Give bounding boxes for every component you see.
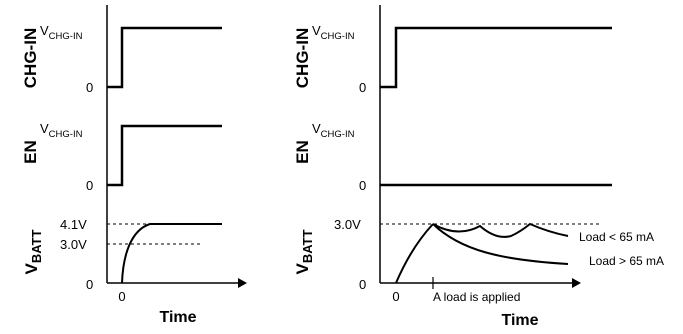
left-vbatt-low-label: 0: [86, 277, 93, 292]
left-x-axis-arrow: [238, 278, 247, 288]
right-vbatt-low-label: 0: [359, 277, 366, 292]
left-en-high-label: VCHG-IN: [40, 121, 83, 140]
right-x-axis-arrow: [572, 278, 581, 288]
right-vbatt-low-load-curve: [432, 222, 569, 238]
left-time-zero-label: 0: [118, 289, 125, 304]
right-time-axis-label: Time: [501, 312, 538, 329]
left-chg-in-waveform: [107, 26, 222, 89]
right-load-applied-label: A load is applied: [433, 290, 520, 304]
left-en-waveform: [107, 124, 222, 187]
left-chg-in-high-label: VCHG-IN: [40, 23, 83, 42]
right-en-low-label: 0: [359, 178, 366, 193]
left-time-axis-label: Time: [159, 309, 196, 326]
right-chg-in-signal-name: CHG-IN: [293, 28, 312, 88]
right-en-signal-name: EN: [293, 140, 312, 164]
right-high-load-label: Load > 65 mA: [589, 254, 664, 268]
right-low-load-label: Load < 65 mA: [579, 230, 654, 244]
left-chg-in-low-label: 0: [86, 80, 93, 95]
left-vbatt-3v0-label: 3.0V: [60, 237, 87, 252]
left-en-low-label: 0: [86, 178, 93, 193]
right-en-high-label: VCHG-IN: [312, 121, 355, 140]
right-vbatt-signal-name: VBATT: [293, 229, 315, 274]
right-vbatt-3v0-label: 3.0V: [334, 217, 361, 232]
right-panel: VCHG-IN 0 CHG-IN VCHG-IN 0 EN 3.0V 0 VBA…: [293, 5, 664, 329]
right-chg-in-high-label: VCHG-IN: [312, 23, 355, 42]
right-vbatt-rise: [395, 223, 434, 284]
left-vbatt-signal-name: VBATT: [22, 229, 44, 274]
right-chg-in-low-label: 0: [359, 80, 366, 95]
right-time-zero-label: 0: [392, 289, 399, 304]
left-vbatt-waveform: [121, 223, 222, 284]
left-en-signal-name: EN: [21, 140, 40, 164]
right-chg-in-waveform: [380, 26, 612, 89]
left-vbatt-4v1-label: 4.1V: [60, 217, 87, 232]
right-vbatt-high-load-curve: [432, 223, 569, 265]
left-panel: VCHG-IN 0 CHG-IN VCHG-IN 0 EN 4.1V 3.0V …: [21, 5, 247, 326]
left-chg-in-signal-name: CHG-IN: [21, 28, 40, 88]
